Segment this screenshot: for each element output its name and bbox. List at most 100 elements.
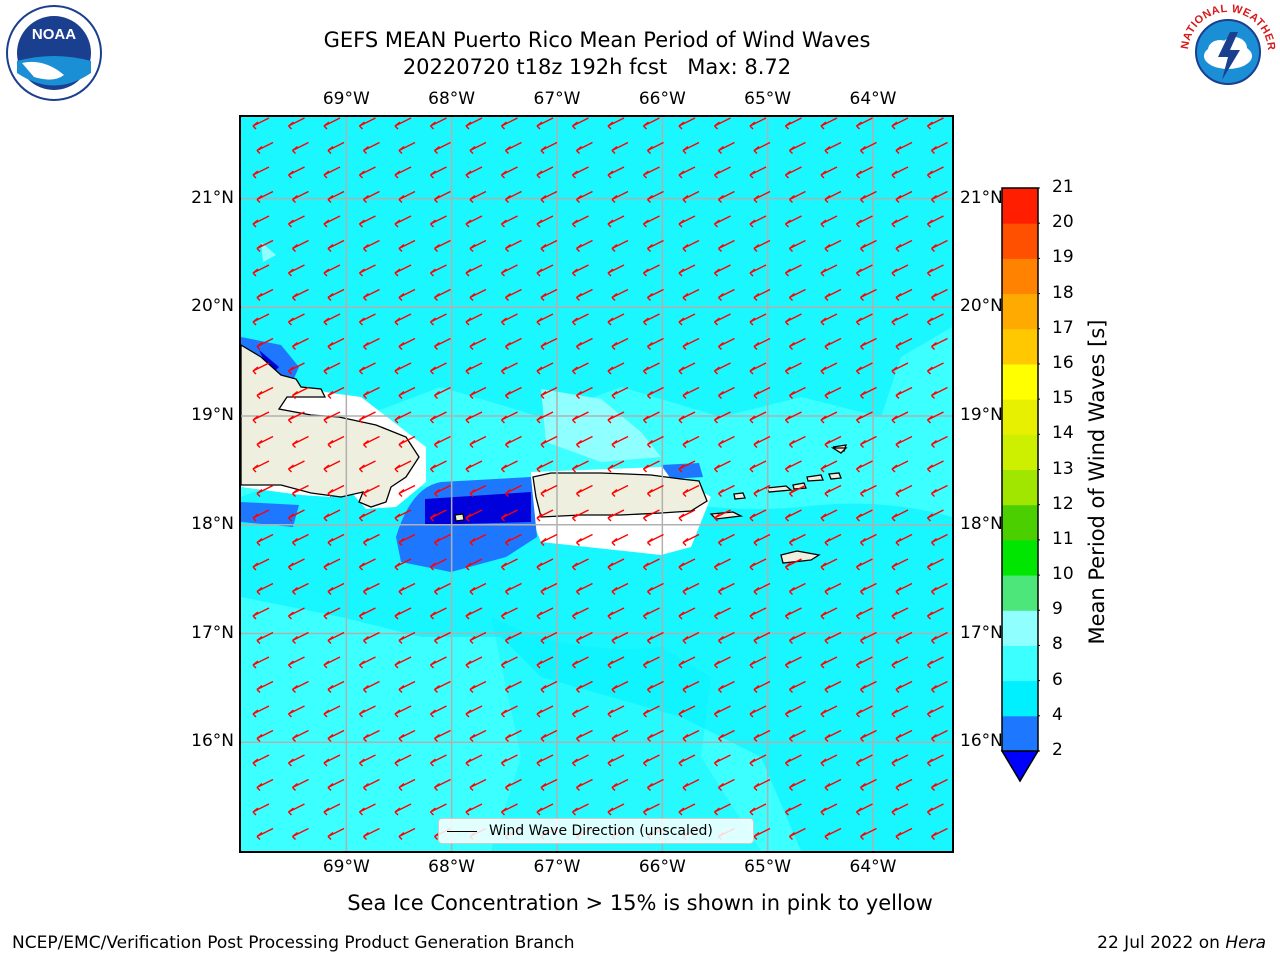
sea-ice-note: Sea Ice Concentration > 15% is shown in … [347, 891, 933, 915]
wind-arrow [363, 582, 380, 595]
wind-arrow [469, 631, 487, 644]
wind-arrow [820, 803, 838, 816]
wind-arrow [891, 264, 909, 277]
wind-arrow [323, 411, 341, 424]
wind-arrow [785, 509, 802, 522]
wind-arrow [860, 190, 877, 203]
wind-arrow [931, 190, 948, 203]
field-8-9 [261, 242, 661, 462]
wind-arrow [856, 411, 873, 424]
wind-arrow [860, 386, 877, 399]
wind-arrow [363, 778, 380, 791]
wind-arrow [359, 509, 376, 522]
lon-label: 68°W [428, 857, 476, 877]
lat-label: 20°N [191, 296, 234, 317]
wind-arrow [718, 729, 735, 742]
puerto-rico [532, 472, 708, 518]
wind-arrow [540, 141, 558, 154]
wind-arrow [540, 288, 558, 301]
wind-arrow [359, 803, 376, 816]
wind-arrow [572, 705, 589, 718]
wind-arrow [434, 778, 451, 791]
wind-arrow [820, 264, 838, 277]
wind-arrow [256, 239, 274, 252]
wind-arrow [789, 582, 806, 595]
wind-arrow [327, 484, 345, 497]
wind-arrow [398, 435, 416, 448]
wind-arrow [611, 288, 629, 301]
wind-arrow [785, 215, 802, 228]
wind-arrow [292, 288, 309, 301]
colorbar-tick-label: 10 [1052, 564, 1074, 585]
wind-arrow [359, 705, 376, 718]
lat-label: 20°N [960, 296, 1003, 317]
wind-arrow [363, 533, 380, 546]
wind-arrow [820, 362, 838, 375]
colorbar-segment [1002, 575, 1038, 611]
wind-arrow [540, 729, 558, 742]
wind-arrow [572, 117, 589, 130]
wind-arrow [256, 288, 274, 301]
colorbar-segment [1002, 469, 1038, 506]
wind-arrow [394, 558, 412, 571]
wind-arrow [540, 631, 558, 644]
wind-arrow [434, 190, 451, 203]
wind-arrow [785, 803, 802, 816]
wind-arrow [891, 509, 909, 522]
wind-arrow [288, 558, 305, 571]
wind-arrow [753, 729, 771, 742]
wind-arrow [647, 533, 664, 546]
wind-arrow [718, 337, 735, 350]
wind-arrow [785, 460, 802, 473]
wind-arrow [434, 386, 451, 399]
wind-arrow [572, 509, 589, 522]
wind-arrow [789, 729, 806, 742]
footer-branch: NCEP/EMC/Verification Post Processing Pr… [12, 933, 575, 953]
wind-arrow [327, 680, 345, 693]
wind-arrow [607, 362, 625, 375]
wind-arrow [856, 705, 873, 718]
wind-arrow [536, 411, 554, 424]
footer-host: Hera [1225, 933, 1266, 953]
wind-arrow [394, 313, 412, 326]
wind-arrow [394, 362, 412, 375]
wind-arrow [465, 558, 483, 571]
wind-arrow [749, 166, 767, 179]
wind-arrow [820, 509, 838, 522]
wind-arrow [607, 754, 625, 767]
wind-arrow [931, 239, 948, 252]
wind-arrow [891, 411, 909, 424]
wind-arrow [394, 803, 412, 816]
wind-arrow [678, 264, 696, 277]
wind-arrow [611, 190, 629, 203]
lon-label: 64°W [849, 857, 897, 877]
wind-arrow [398, 827, 416, 840]
wind-arrow [501, 362, 518, 375]
wind-arrow [856, 509, 873, 522]
wind-arrow [394, 264, 412, 277]
wind-arrow [824, 533, 842, 546]
wind-arrow [256, 631, 274, 644]
wind-arrow [643, 117, 660, 130]
wind-arrow [540, 582, 558, 595]
colorbar-tick-label: 8 [1052, 634, 1063, 655]
noaa-logo: NOAA [6, 5, 102, 101]
wind-arrow [643, 607, 660, 620]
wind-arrow [682, 778, 700, 791]
wind-arrow [856, 803, 873, 816]
wind-arrow [363, 435, 380, 448]
wind-arrow [292, 778, 309, 791]
wind-arrow [891, 215, 909, 228]
wind-arrow [292, 827, 309, 840]
colorbar-segment [1002, 645, 1038, 682]
wind-arrow [856, 313, 873, 326]
wind-arrow [505, 680, 522, 693]
wind-arrow [434, 337, 451, 350]
wind-arrow [927, 607, 944, 620]
wind-arrow [323, 803, 341, 816]
wind-arrow [927, 509, 944, 522]
wind-arrow [292, 337, 309, 350]
wind-arrow [536, 460, 554, 473]
wind-arrow [931, 729, 948, 742]
wind-arrow [891, 754, 909, 767]
